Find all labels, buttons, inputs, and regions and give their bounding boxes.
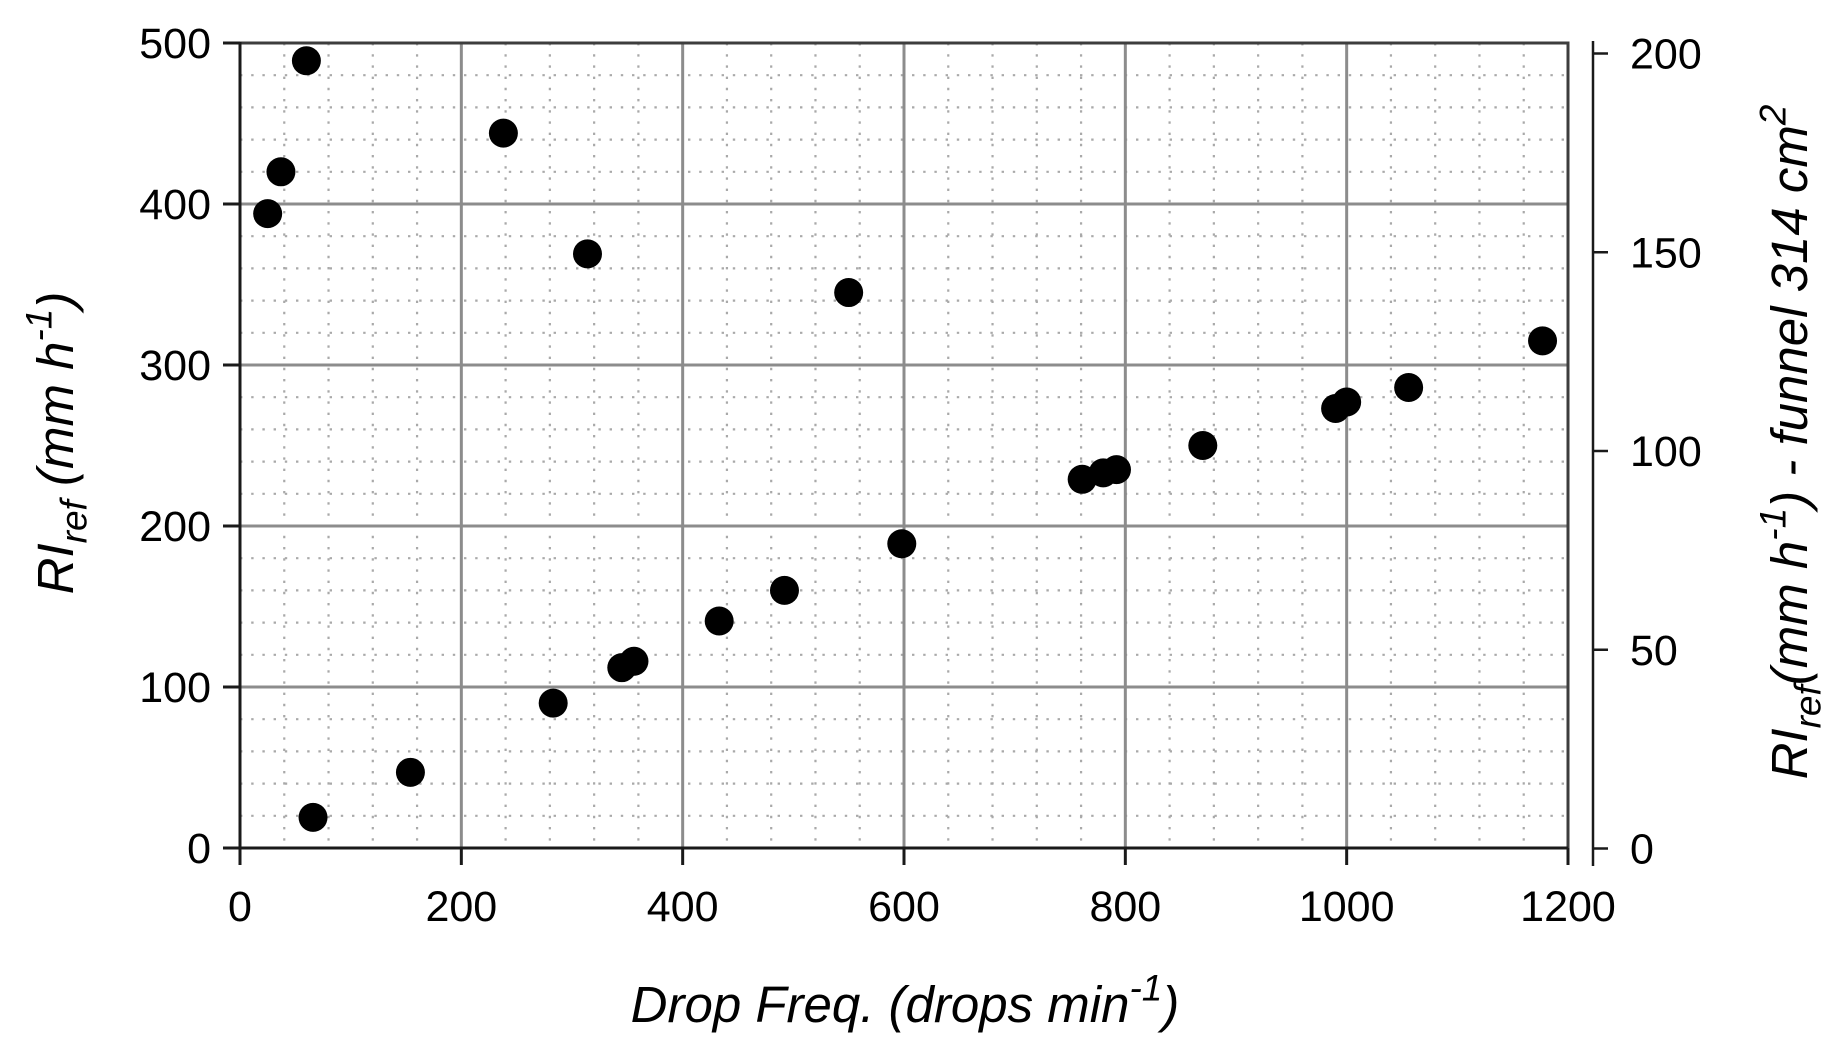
right-axis-tick-label: 100	[1630, 428, 1702, 476]
data-point	[1332, 387, 1362, 417]
y-axis-tick-label: 300	[139, 342, 211, 390]
data-point	[1101, 455, 1131, 485]
data-point	[266, 157, 296, 187]
x-axis-tick-label: 1200	[1520, 883, 1616, 931]
x-axis-tick-label: 1000	[1299, 883, 1395, 931]
x-axis-title: Drop Freq. (drops min-1)	[631, 968, 1180, 1033]
right-axis-tick-label: 0	[1630, 826, 1654, 874]
y-axis-tick-label: 400	[139, 181, 211, 229]
right-axis-tick-label: 50	[1630, 627, 1678, 675]
data-point	[291, 46, 321, 76]
data-point	[1528, 326, 1558, 356]
data-point	[395, 757, 425, 787]
data-point	[298, 802, 328, 832]
y-axis-title-right: RIref(mm h-1) - funnel 314 cm2	[1753, 104, 1829, 779]
right-axis-tick-label: 150	[1630, 229, 1702, 277]
x-axis-tick-label: 200	[425, 883, 497, 931]
y-axis-tick-label: 200	[139, 503, 211, 551]
data-point	[619, 646, 649, 676]
data-point	[253, 199, 283, 229]
x-axis-tick-label: 600	[868, 883, 940, 931]
y-axis-title-left: RIref (mm h-1)	[19, 292, 95, 595]
x-axis-tick-label: 400	[647, 883, 719, 931]
x-axis-tick-label: 0	[228, 883, 252, 931]
y-axis-tick-label: 500	[139, 20, 211, 68]
y-axis-tick-label: 100	[139, 664, 211, 712]
right-axis-tick-label: 200	[1630, 31, 1702, 79]
data-point	[572, 239, 602, 269]
data-point	[538, 688, 568, 718]
data-point	[1188, 431, 1218, 460]
x-axis-tick-label: 800	[1089, 883, 1161, 931]
y-axis-tick-label: 0	[187, 825, 211, 873]
data-point	[704, 606, 734, 636]
data-point	[769, 575, 799, 605]
data-point	[834, 278, 864, 308]
data-point	[1394, 373, 1424, 403]
data-point	[488, 118, 518, 148]
data-point	[887, 529, 917, 559]
